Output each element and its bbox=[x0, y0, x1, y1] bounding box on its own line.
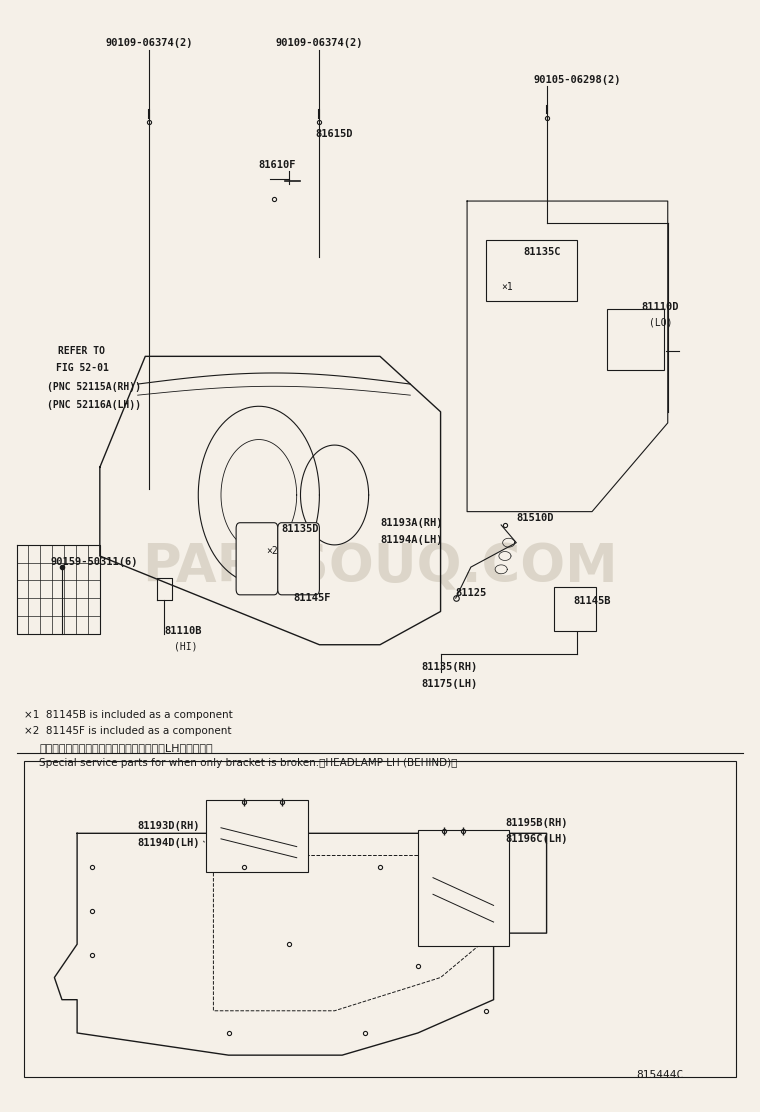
Text: 81135C: 81135C bbox=[524, 247, 562, 257]
FancyBboxPatch shape bbox=[554, 587, 596, 632]
Text: 車両取付部の補修用部品（ヘッドランプ（LH）裏面視）: 車両取付部の補修用部品（ヘッドランプ（LH）裏面視） bbox=[40, 744, 213, 754]
Text: 81193A(RH): 81193A(RH) bbox=[380, 518, 442, 528]
FancyBboxPatch shape bbox=[607, 309, 664, 369]
Text: (HI): (HI) bbox=[174, 642, 198, 652]
FancyBboxPatch shape bbox=[486, 240, 577, 301]
Text: (PNC 52115A(RH)): (PNC 52115A(RH)) bbox=[47, 381, 141, 391]
Text: ×2: ×2 bbox=[267, 546, 278, 556]
Text: 81145F: 81145F bbox=[293, 593, 331, 603]
Text: 81110B: 81110B bbox=[164, 626, 201, 636]
Text: 81196C(LH): 81196C(LH) bbox=[505, 834, 568, 844]
Text: 81135D: 81135D bbox=[281, 524, 319, 534]
Text: 90109-06374(2): 90109-06374(2) bbox=[276, 38, 363, 48]
Text: Special service parts for when only bracket is broken.｛HEADLAMP LH (BEHIND)｝: Special service parts for when only brac… bbox=[40, 758, 458, 768]
Text: (LO): (LO) bbox=[649, 318, 673, 328]
Text: FIG 52-01: FIG 52-01 bbox=[56, 363, 109, 373]
FancyBboxPatch shape bbox=[24, 762, 736, 1078]
Text: 81194A(LH): 81194A(LH) bbox=[380, 535, 442, 545]
FancyBboxPatch shape bbox=[277, 523, 319, 595]
Text: 81125: 81125 bbox=[456, 588, 487, 598]
Text: 81615D: 81615D bbox=[315, 129, 353, 139]
Text: 90109-06374(2): 90109-06374(2) bbox=[106, 38, 193, 48]
Text: 81110D: 81110D bbox=[641, 302, 679, 312]
FancyBboxPatch shape bbox=[206, 800, 308, 872]
Text: ×1  81145B is included as a component: ×1 81145B is included as a component bbox=[24, 711, 233, 721]
Text: 81510D: 81510D bbox=[516, 513, 554, 523]
Text: 81195B(RH): 81195B(RH) bbox=[505, 817, 568, 827]
Text: 81193D(RH): 81193D(RH) bbox=[138, 821, 200, 831]
Text: 90105-06298(2): 90105-06298(2) bbox=[533, 75, 621, 85]
FancyBboxPatch shape bbox=[418, 830, 508, 946]
Text: 81145B: 81145B bbox=[573, 596, 610, 606]
Text: 81194D(LH): 81194D(LH) bbox=[138, 837, 200, 847]
Text: 81175(LH): 81175(LH) bbox=[422, 679, 478, 689]
Text: 81135(RH): 81135(RH) bbox=[422, 663, 478, 673]
Text: 815444C: 815444C bbox=[637, 1070, 684, 1080]
Text: (PNC 52116A(LH)): (PNC 52116A(LH)) bbox=[47, 399, 141, 409]
Text: ×1: ×1 bbox=[501, 282, 513, 292]
Text: PARTSOUQ.COM: PARTSOUQ.COM bbox=[142, 542, 618, 593]
Text: 90159-50311(6): 90159-50311(6) bbox=[51, 557, 138, 567]
FancyBboxPatch shape bbox=[236, 523, 277, 595]
Text: ×2  81145F is included as a component: ×2 81145F is included as a component bbox=[24, 726, 232, 736]
Text: REFER TO: REFER TO bbox=[59, 346, 105, 356]
Text: 81610F: 81610F bbox=[259, 160, 296, 170]
